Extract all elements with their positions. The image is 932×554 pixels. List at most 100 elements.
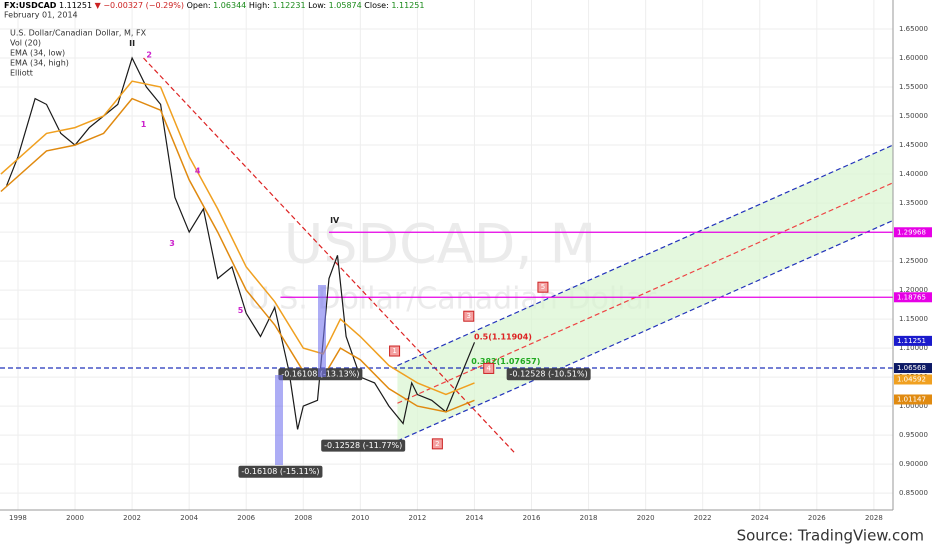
high: 1.12231	[272, 1, 305, 10]
y-tick-label: 1.45000	[899, 141, 928, 149]
legend-item: Vol (20)	[10, 39, 41, 48]
low: 1.05874	[329, 1, 362, 10]
price-label-box	[894, 292, 932, 303]
high-label: High:	[249, 1, 270, 10]
wave-box	[537, 281, 549, 293]
change: ▼ −0.00327 (−0.29%)	[95, 1, 184, 10]
y-tick-label: 1.50000	[899, 112, 928, 120]
x-tick-label: 2022	[694, 514, 712, 522]
measure-label: -0.12528 (-10.51%)	[510, 370, 588, 379]
measure-box	[321, 439, 406, 452]
measure-label: -0.16108 (-15.11%)	[241, 467, 319, 476]
wave-box-label: 2	[435, 440, 439, 448]
annotation: IV	[330, 216, 340, 225]
drawing-line	[143, 57, 515, 453]
plot: II IV 2 1 4 3 5 0.5(1.11904) 0.382(1.07657) 1 2 3 4 5…	[0, 39, 894, 478]
x-tick-label: 2002	[123, 514, 141, 522]
drawing-line	[397, 144, 894, 367]
price-label-box	[894, 394, 932, 405]
x-tick-label: 2006	[237, 514, 255, 522]
wave-box-label: 3	[467, 312, 471, 320]
header: FX:USDCAD 1.11251 ▼ −0.00327 (−0.29%) Op…	[4, 1, 424, 10]
measure-box	[506, 368, 591, 381]
y-tick-label: 1.65000	[899, 25, 928, 33]
price-line	[6, 56, 476, 430]
annotation: 3	[169, 239, 175, 248]
legend-item: Elliott	[10, 69, 33, 78]
y-tick-label: 1.10000	[899, 344, 928, 352]
x-tick-label: 2024	[751, 514, 769, 522]
open-label: Open:	[187, 1, 211, 10]
measure-highlight	[318, 285, 326, 377]
drawing-line	[397, 182, 894, 404]
x-tick-label: 1998	[9, 514, 27, 522]
wave-box	[483, 362, 495, 374]
x-tick-label: 2000	[66, 514, 84, 522]
price-label-box	[894, 363, 932, 374]
price: 1.11251	[59, 1, 92, 10]
price-label: 1.18765	[897, 293, 926, 301]
y-tick-label: 1.00000	[899, 402, 928, 410]
price-label: 1.04592	[897, 376, 926, 384]
measure-highlight	[275, 375, 283, 465]
measure-label: -0.12528 (-11.77%)	[324, 441, 402, 450]
x-tick-label: 2026	[808, 514, 826, 522]
annotation: 5	[238, 306, 244, 315]
close-label: Close:	[364, 1, 389, 10]
wave-box-label: 4	[486, 364, 491, 372]
close: 1.11251	[391, 1, 424, 10]
annotation: 0.382(1.07657)	[471, 357, 540, 366]
wave-box-label: 5	[541, 283, 545, 291]
measure-box	[238, 465, 323, 478]
x-tick-label: 2012	[408, 514, 426, 522]
drawing-line	[397, 219, 894, 442]
legend-item: U.S. Dollar/Canadian Dollar, M, FX	[10, 29, 147, 38]
annotation: 2	[146, 51, 152, 60]
wave-box	[463, 310, 475, 322]
price-label-box	[894, 374, 932, 385]
open: 1.06344	[213, 1, 246, 10]
symbol: FX:USDCAD	[4, 1, 57, 10]
x-tick-label: 2008	[294, 514, 312, 522]
y-tick-label: 0.95000	[899, 431, 928, 439]
legend-item: EMA (34, low)	[10, 49, 65, 58]
y-tick-label: 1.40000	[899, 170, 928, 178]
channel-fill	[397, 145, 893, 441]
y-tick-label: 0.85000	[899, 489, 928, 497]
x-tick-label: 2004	[180, 514, 198, 522]
x-tick-label: 2018	[580, 514, 598, 522]
annotation: 1	[141, 120, 147, 129]
y-tick-label: 0.90000	[899, 460, 928, 468]
annotation: 4	[195, 167, 201, 176]
ema-line	[0, 80, 475, 396]
low-label: Low:	[308, 1, 326, 10]
y-tick-label: 1.60000	[899, 54, 928, 62]
annotation: II	[129, 39, 135, 48]
source: Source: TradingView.com	[737, 527, 924, 545]
y-tick-label: 1.55000	[899, 83, 928, 91]
x-tick-label: 2028	[865, 514, 883, 522]
x-tick-label: 2010	[351, 514, 369, 522]
wave-box	[431, 438, 443, 450]
y-tick-label: 1.35000	[899, 199, 928, 207]
x-tick-label: 2014	[466, 514, 484, 522]
wave-box	[389, 345, 401, 357]
price-label: 1.06568	[897, 364, 926, 372]
price-label-box	[894, 335, 932, 346]
y-tick-label: 1.20000	[899, 286, 928, 294]
watermark-title: USDCAD, M	[284, 213, 597, 276]
annotation: 0.5(1.11904)	[474, 333, 532, 342]
wave-box-label: 1	[392, 347, 396, 355]
ema-line	[0, 97, 475, 413]
y-tick-label: 1.25000	[899, 257, 928, 265]
price-label: 1.11251	[897, 337, 926, 345]
price-label: 1.29968	[897, 228, 926, 236]
x-tick-label: 2020	[637, 514, 655, 522]
x-tick-label: 2016	[523, 514, 541, 522]
date: February 01, 2014	[4, 11, 78, 20]
price-label-box	[894, 227, 932, 238]
y-tick-label: 1.15000	[899, 315, 928, 323]
